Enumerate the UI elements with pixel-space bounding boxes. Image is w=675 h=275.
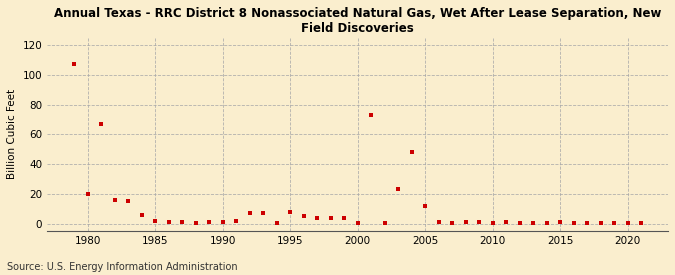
Point xyxy=(69,62,80,67)
Title: Annual Texas - RRC District 8 Nonassociated Natural Gas, Wet After Lease Separat: Annual Texas - RRC District 8 Nonassocia… xyxy=(54,7,662,35)
Point xyxy=(460,220,471,224)
Point xyxy=(595,221,606,225)
Point xyxy=(528,221,539,225)
Text: Source: U.S. Energy Information Administration: Source: U.S. Energy Information Administ… xyxy=(7,262,238,272)
Point xyxy=(352,221,363,225)
Point xyxy=(447,221,458,225)
Point xyxy=(136,213,147,217)
Point xyxy=(325,216,336,220)
Point xyxy=(271,221,282,225)
Point xyxy=(204,219,215,224)
Point xyxy=(433,220,444,224)
Point xyxy=(393,187,404,192)
Point xyxy=(298,214,309,219)
Point xyxy=(501,220,512,224)
Point xyxy=(258,211,269,216)
Point xyxy=(379,221,390,225)
Point xyxy=(217,220,228,224)
Point xyxy=(96,122,107,126)
Point xyxy=(609,221,620,225)
Point xyxy=(109,198,120,202)
Point xyxy=(177,220,188,224)
Point xyxy=(244,211,255,216)
Point xyxy=(82,192,93,196)
Point xyxy=(555,220,566,224)
Point xyxy=(420,204,431,208)
Y-axis label: Billion Cubic Feet: Billion Cubic Feet xyxy=(7,89,17,179)
Point xyxy=(312,216,323,220)
Point xyxy=(123,199,134,204)
Point xyxy=(582,221,593,225)
Point xyxy=(366,113,377,117)
Point xyxy=(285,210,296,214)
Point xyxy=(568,221,579,225)
Point xyxy=(514,221,525,225)
Point xyxy=(339,216,350,220)
Point xyxy=(474,220,485,224)
Point xyxy=(231,219,242,223)
Point xyxy=(190,221,201,225)
Point xyxy=(406,150,417,155)
Point xyxy=(163,220,174,224)
Point xyxy=(622,221,633,225)
Point xyxy=(636,221,647,225)
Point xyxy=(541,221,552,225)
Point xyxy=(150,219,161,223)
Point xyxy=(487,221,498,225)
